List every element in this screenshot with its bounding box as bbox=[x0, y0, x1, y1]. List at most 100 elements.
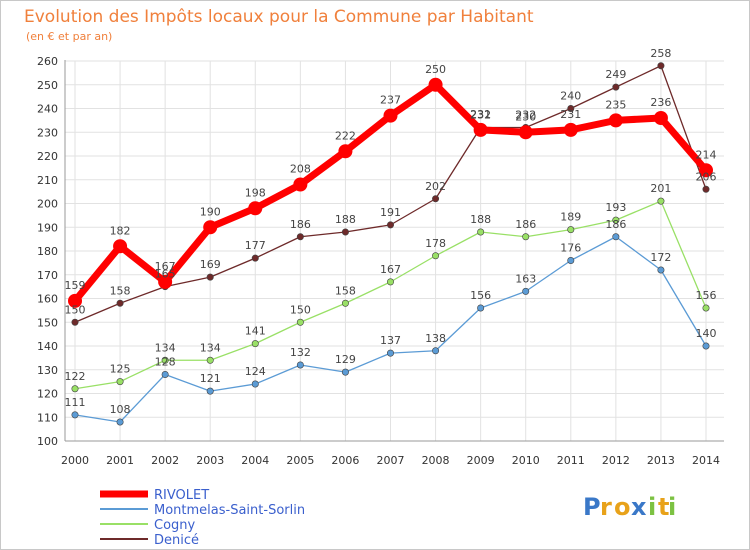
data-point bbox=[608, 113, 623, 128]
data-point bbox=[341, 228, 349, 236]
data-label: 169 bbox=[200, 258, 221, 271]
x-tick-label: 2004 bbox=[241, 454, 269, 467]
data-point bbox=[251, 254, 259, 262]
data-label: 201 bbox=[650, 182, 671, 195]
x-tick-label: 2011 bbox=[557, 454, 585, 467]
data-point bbox=[341, 368, 349, 376]
data-point bbox=[296, 361, 304, 369]
y-tick-label: 260 bbox=[37, 55, 58, 68]
x-tick-label: 2013 bbox=[647, 454, 675, 467]
y-tick-label: 170 bbox=[37, 269, 58, 282]
x-tick-label: 2008 bbox=[422, 454, 450, 467]
legend-label: Denicé bbox=[154, 533, 199, 548]
data-point bbox=[206, 273, 214, 281]
legend-label: Montmelas-Saint-Sorlin bbox=[154, 503, 305, 518]
data-label: 188 bbox=[335, 213, 356, 226]
data-label: 124 bbox=[245, 365, 266, 378]
data-label: 172 bbox=[650, 251, 671, 264]
data-label: 232 bbox=[470, 109, 491, 122]
data-label: 231 bbox=[470, 108, 491, 121]
y-tick-label: 240 bbox=[37, 103, 58, 116]
data-label: 156 bbox=[696, 289, 717, 302]
data-point bbox=[71, 385, 79, 393]
y-tick-label: 250 bbox=[37, 79, 58, 92]
data-label: 249 bbox=[605, 68, 626, 81]
data-labels: 111 108 128 121 124 132 129 137 138 156 163 176 186 1… bbox=[65, 47, 717, 416]
y-tick-label: 130 bbox=[37, 364, 58, 377]
data-label: 231 bbox=[560, 108, 581, 121]
x-tick-label: 2002 bbox=[151, 454, 179, 467]
y-tick-label: 200 bbox=[37, 198, 58, 211]
data-point bbox=[567, 105, 575, 113]
data-point bbox=[161, 356, 169, 364]
data-label: 189 bbox=[560, 211, 581, 224]
x-tick-label: 2000 bbox=[61, 454, 89, 467]
x-tick-label: 2006 bbox=[331, 454, 359, 467]
data-label: 208 bbox=[290, 163, 311, 176]
data-label: 156 bbox=[470, 289, 491, 302]
data-label: 159 bbox=[65, 279, 86, 292]
data-point bbox=[71, 318, 79, 326]
grid-lines bbox=[65, 60, 724, 442]
data-label: 240 bbox=[560, 90, 581, 103]
data-point bbox=[432, 252, 440, 260]
data-label: 237 bbox=[380, 94, 401, 107]
data-point bbox=[612, 233, 620, 241]
data-label: 137 bbox=[380, 334, 401, 347]
data-point bbox=[338, 144, 353, 159]
data-label: 121 bbox=[200, 372, 221, 385]
data-point bbox=[477, 228, 485, 236]
data-point bbox=[657, 266, 665, 274]
data-label: 182 bbox=[110, 224, 131, 237]
data-label: 190 bbox=[200, 205, 221, 218]
y-tick-label: 160 bbox=[37, 293, 58, 306]
data-label: 178 bbox=[425, 237, 446, 250]
data-label: 186 bbox=[515, 218, 536, 231]
data-point bbox=[116, 299, 124, 307]
data-label: 214 bbox=[696, 148, 717, 161]
y-tick-label: 150 bbox=[37, 316, 58, 329]
data-point bbox=[296, 318, 304, 326]
data-point bbox=[518, 125, 533, 140]
data-point bbox=[567, 256, 575, 264]
data-point bbox=[386, 278, 394, 286]
data-label: 111 bbox=[65, 396, 86, 409]
data-label: 167 bbox=[155, 260, 176, 273]
data-point bbox=[293, 177, 308, 192]
data-point bbox=[116, 378, 124, 386]
data-point bbox=[113, 239, 128, 254]
chart-title: Evolution des Impôts locaux pour la Comm… bbox=[24, 7, 534, 27]
legend-label: Cogny bbox=[154, 518, 196, 533]
data-point bbox=[206, 356, 214, 364]
chart-subtitle: (en € et par an) bbox=[26, 30, 112, 43]
data-point bbox=[702, 185, 710, 193]
data-label: 222 bbox=[335, 129, 356, 142]
data-point bbox=[432, 195, 440, 203]
y-tick-label: 120 bbox=[37, 388, 58, 401]
data-point bbox=[612, 83, 620, 91]
data-point bbox=[251, 380, 259, 388]
data-point bbox=[116, 418, 124, 426]
data-point bbox=[203, 220, 218, 235]
data-label: 176 bbox=[560, 242, 581, 255]
data-label: 150 bbox=[65, 303, 86, 316]
data-point bbox=[248, 201, 263, 216]
y-tick-label: 190 bbox=[37, 221, 58, 234]
data-label: 165 bbox=[155, 268, 176, 281]
data-point bbox=[383, 108, 398, 123]
data-label: 134 bbox=[155, 341, 176, 354]
data-label: 138 bbox=[425, 332, 446, 345]
data-point bbox=[161, 370, 169, 378]
data-point bbox=[702, 342, 710, 350]
y-tick-label: 140 bbox=[37, 340, 58, 353]
data-point bbox=[657, 62, 665, 70]
data-point bbox=[386, 349, 394, 357]
data-label: 250 bbox=[425, 63, 446, 76]
data-label: 125 bbox=[110, 363, 131, 376]
data-point bbox=[522, 233, 530, 241]
y-axis-ticks: 100 110 120 130 140 150 160 170 180 190 200 210 220 2… bbox=[37, 55, 58, 448]
data-point bbox=[296, 233, 304, 241]
x-tick-label: 2014 bbox=[692, 454, 720, 467]
data-point bbox=[68, 293, 82, 308]
